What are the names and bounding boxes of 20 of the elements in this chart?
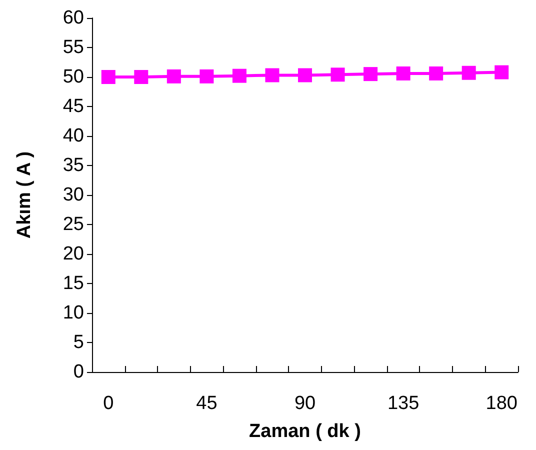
y-tick-label: 0	[73, 362, 84, 382]
y-axis-title: Akım ( A )	[14, 151, 35, 239]
y-tick-label: 40	[62, 126, 84, 146]
y-tick-label: 55	[62, 37, 84, 58]
y-tick-label: 50	[62, 66, 84, 88]
x-tick-label: 135	[387, 393, 420, 414]
y-tick-label: 15	[62, 273, 84, 294]
y-tick-label: 30	[62, 184, 84, 206]
x-tick-label: 90	[294, 393, 316, 414]
y-tick-label: 35	[62, 155, 84, 176]
y-tick-label: 5	[73, 332, 84, 353]
y-tick-label: 60	[62, 8, 84, 28]
x-axis-title: Zaman ( dk )	[249, 421, 361, 442]
y-tick-label: 45	[62, 96, 84, 117]
x-tick-label: 45	[196, 393, 218, 414]
y-tick-label: 20	[62, 244, 84, 264]
x-tick-label: 0	[103, 393, 114, 414]
y-tick-label: 25	[62, 214, 84, 235]
y-tick-label: 10	[62, 302, 84, 324]
x-tick-label: 180	[486, 393, 518, 414]
